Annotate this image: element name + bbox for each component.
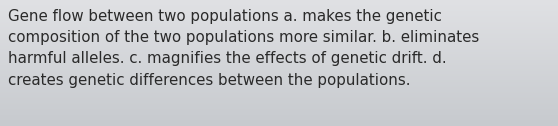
Text: Gene flow between two populations a. makes the genetic
composition of the two po: Gene flow between two populations a. mak… [8,9,479,88]
